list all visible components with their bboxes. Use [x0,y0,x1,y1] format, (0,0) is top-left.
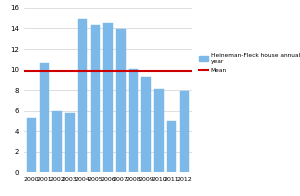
Bar [27,118,36,172]
Bar [154,89,164,172]
Bar [40,64,49,172]
Bar [141,77,151,172]
Bar [180,91,189,172]
Bar [91,25,100,172]
Bar [103,23,113,172]
Legend: Heineman-Fleck house annual rainfall, water
year, Mean: Heineman-Fleck house annual rainfall, wa… [198,52,300,74]
Bar [116,29,125,172]
Bar [78,19,87,172]
Bar [167,121,176,172]
Bar [129,69,138,172]
Bar [52,111,62,172]
Bar [65,113,75,172]
